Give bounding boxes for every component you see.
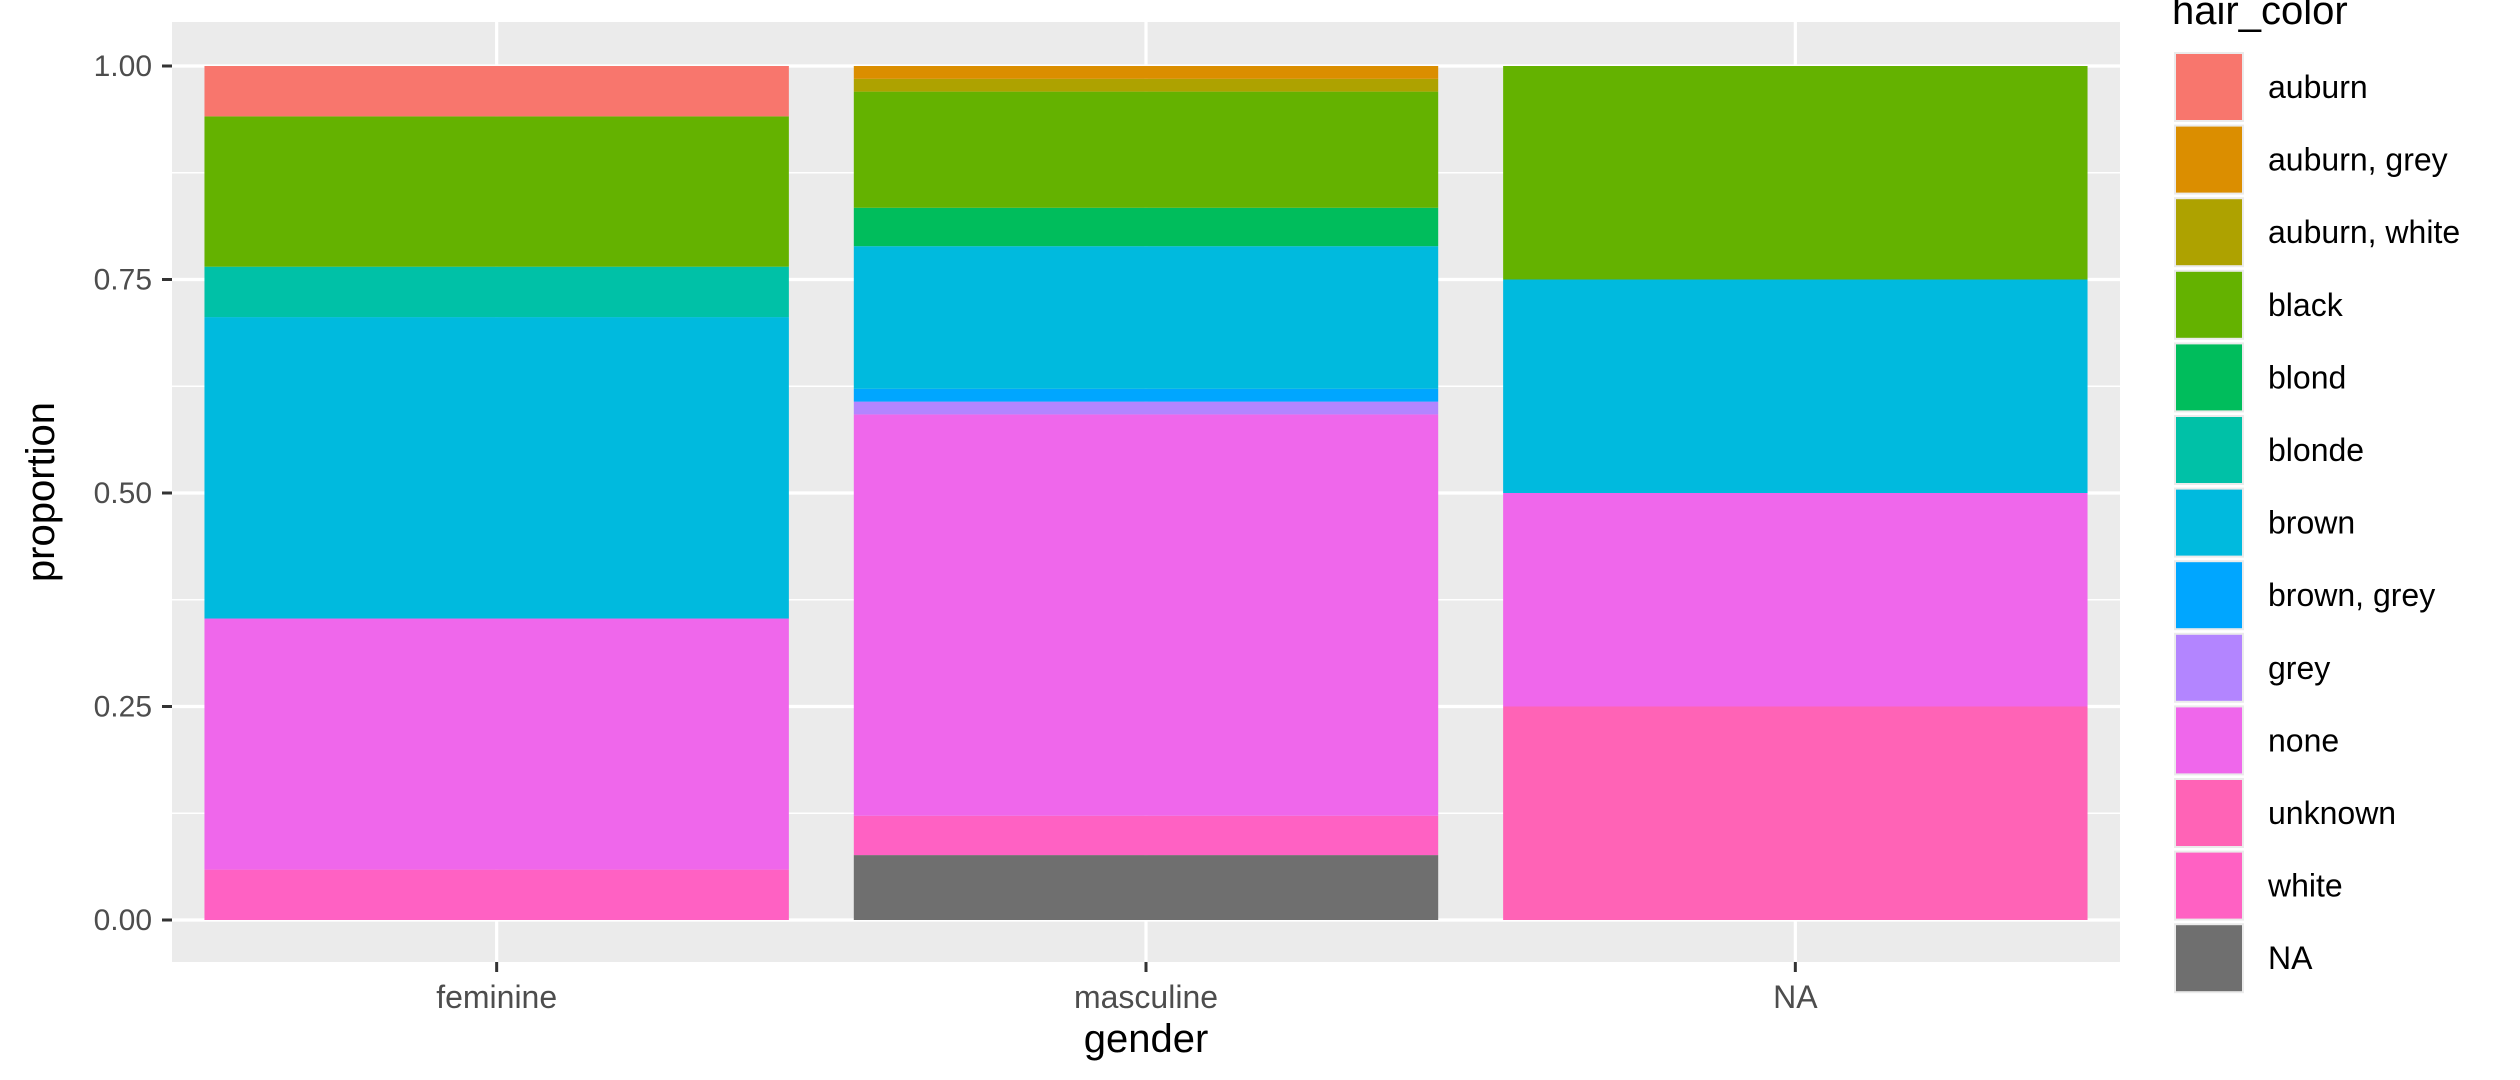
x-axis-title: gender	[1084, 1017, 1209, 1061]
y-tick-label: 0.00	[94, 904, 152, 937]
y-axis-title: proportion	[19, 402, 63, 582]
bar-segment-feminine-black	[204, 116, 789, 267]
bar-segment-masculine-brown-grey	[853, 388, 1439, 402]
bar-segment-masculine-na	[853, 855, 1439, 920]
legend-label-none: none	[2268, 722, 2339, 758]
bar-segment-masculine-grey	[853, 401, 1439, 415]
bar-segment-masculine-white	[853, 815, 1439, 856]
legend-label-black: black	[2268, 287, 2344, 323]
legend-swatch-brown	[2176, 489, 2242, 556]
bar-segment-feminine-brown	[204, 317, 789, 619]
legend-swatch-none	[2176, 707, 2242, 774]
bar-segment-na-brown	[1503, 279, 2088, 493]
legend-swatch-grey	[2176, 634, 2242, 701]
bars	[204, 66, 2088, 920]
y-axis: 0.00 0.25 0.50 0.75 1.00	[94, 50, 172, 937]
legend-swatch-auburn-white	[2176, 199, 2242, 266]
legend-swatch-na	[2176, 925, 2242, 992]
legend-title: hair_color	[2172, 0, 2348, 33]
bar-segment-feminine-white	[204, 869, 789, 920]
bar-segment-masculine-blond	[853, 207, 1439, 247]
legend-label-white: white	[2267, 868, 2343, 904]
legend-label-auburn-grey: auburn, grey	[2268, 142, 2448, 178]
legend-swatch-auburn-grey	[2176, 126, 2242, 193]
legend-label-blonde: blonde	[2268, 432, 2364, 468]
legend-label-na: NA	[2268, 940, 2313, 976]
x-axis: feminine masculine NA	[436, 962, 1818, 1015]
legend-label-grey: grey	[2268, 650, 2330, 686]
y-tick-label: 0.75	[94, 264, 152, 297]
legend-label-auburn: auburn	[2268, 69, 2368, 105]
x-tick-label: feminine	[436, 979, 557, 1015]
legend-swatch-black	[2176, 271, 2242, 338]
bar-segment-feminine-none	[204, 618, 789, 870]
legend-label-unknown: unknown	[2268, 795, 2396, 831]
legend-swatch-blonde	[2176, 417, 2242, 483]
legend-label-brown: brown	[2268, 505, 2355, 541]
y-tick-label: 0.50	[94, 477, 152, 510]
y-tick-label: 0.25	[94, 691, 152, 724]
bar-segment-masculine-auburn-grey	[853, 66, 1439, 79]
x-tick-label: masculine	[1074, 979, 1218, 1015]
legend-label-auburn-white: auburn, white	[2268, 214, 2460, 250]
bar-segment-feminine-blonde	[204, 266, 789, 318]
legend: auburn auburn, grey auburn, white black blon…	[2174, 52, 2460, 994]
bar-segment-feminine-auburn	[204, 66, 789, 117]
legend-label-blond: blond	[2268, 359, 2346, 395]
bar-segment-masculine-auburn-white	[853, 78, 1439, 92]
bar-segment-na-unknown	[1503, 706, 2088, 920]
bar-segment-masculine-none	[853, 414, 1439, 816]
legend-swatch-white	[2176, 852, 2242, 919]
legend-swatch-brown-grey	[2176, 562, 2242, 629]
y-tick-label: 1.00	[94, 50, 152, 83]
bar-segment-masculine-black	[853, 91, 1439, 208]
legend-swatch-auburn	[2176, 54, 2242, 120]
bar-segment-masculine-brown	[853, 246, 1439, 389]
bar-segment-na-none	[1503, 493, 2088, 707]
x-tick-label: NA	[1773, 979, 1818, 1015]
bar-segment-na-black	[1503, 66, 2088, 280]
legend-swatch-blond	[2176, 344, 2242, 411]
legend-label-brown-grey: brown, grey	[2268, 577, 2435, 613]
legend-swatch-unknown	[2176, 780, 2242, 846]
